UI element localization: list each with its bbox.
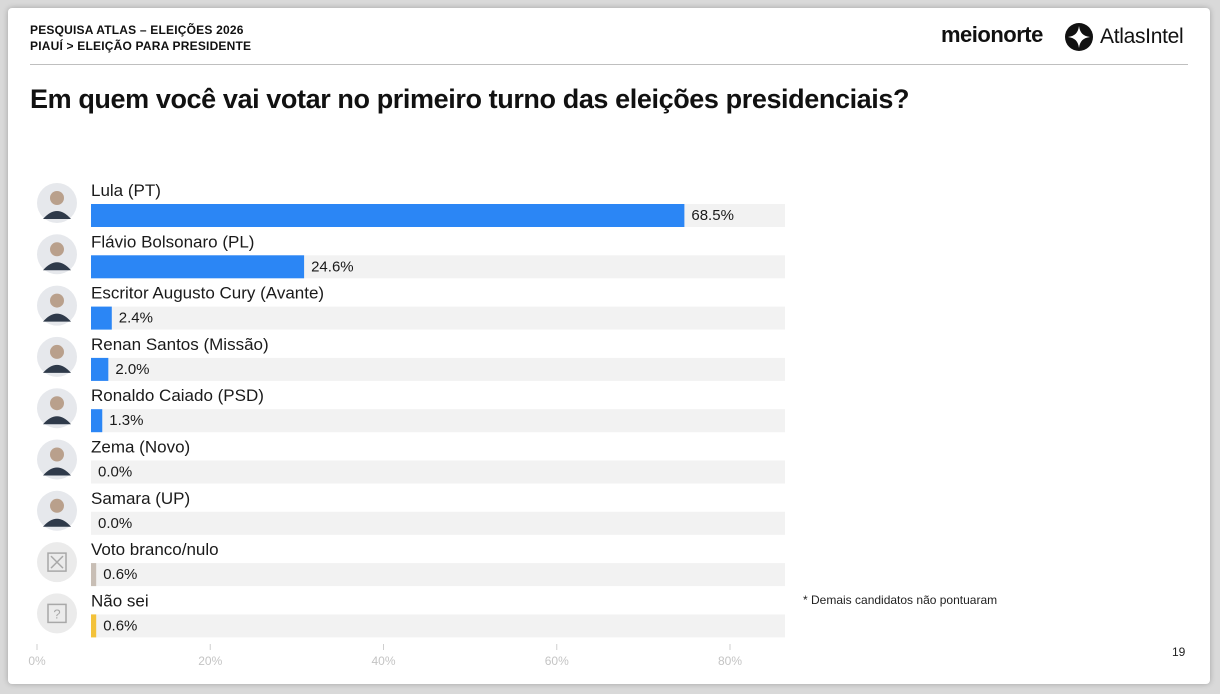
category-label: Escritor Augusto Cury (Avante) xyxy=(91,284,324,303)
x-tick-label: 80% xyxy=(718,654,742,668)
bar-value-label: 0.6% xyxy=(103,566,137,583)
avatar-body-icon xyxy=(43,416,71,425)
survey-scope: PIAUÍ > ELEIÇÃO PARA PRESIDENTE xyxy=(30,39,252,53)
bar xyxy=(91,306,112,330)
x-tick-label: 60% xyxy=(545,654,569,668)
bar-value-label: 0.6% xyxy=(103,617,137,634)
x-tick-label: 20% xyxy=(198,654,222,668)
bar-track xyxy=(91,460,785,484)
bar xyxy=(91,409,103,433)
category-label: Zema (Novo) xyxy=(91,438,190,457)
avatar-body-icon xyxy=(43,364,71,373)
bar-track xyxy=(91,306,785,330)
avatar-head-icon xyxy=(50,293,64,308)
bar-track xyxy=(91,563,785,587)
avatar-head-icon xyxy=(50,396,64,411)
bar-track xyxy=(91,511,785,535)
bar-value-label: 68.5% xyxy=(691,207,734,224)
atlasintel-mark-icon xyxy=(1065,23,1093,51)
bar-value-label: 1.3% xyxy=(109,412,143,429)
question-avatar xyxy=(37,593,77,634)
bar-track xyxy=(91,357,785,381)
category-label: Ronaldo Caiado (PSD) xyxy=(91,386,264,405)
avatar-head-icon xyxy=(50,191,64,205)
x-tick-label: 40% xyxy=(371,654,395,668)
category-label: Voto branco/nulo xyxy=(91,540,219,559)
bar-track xyxy=(91,409,785,433)
meionorte-logo: meionorte xyxy=(941,22,1043,47)
category-label: Flávio Bolsonaro (PL) xyxy=(91,232,254,251)
atlasintel-wordmark: AtlasIntel xyxy=(1100,25,1184,48)
page-number: 19 xyxy=(1172,645,1186,659)
avatar-body-icon xyxy=(43,211,71,219)
bar xyxy=(91,563,97,587)
avatar-body-icon xyxy=(43,467,71,476)
category-label: Samara (UP) xyxy=(91,489,190,508)
atlasintel-logo: AtlasIntel xyxy=(1064,21,1184,53)
avatar-body-icon xyxy=(43,313,71,322)
avatar-head-icon xyxy=(50,344,64,359)
bar xyxy=(91,204,685,227)
avatar-head-icon xyxy=(50,498,64,513)
x-mark-icon xyxy=(50,555,64,569)
bar-value-label: 2.0% xyxy=(115,361,149,378)
bar xyxy=(91,255,305,279)
bar-value-label: 0.0% xyxy=(98,464,132,481)
bar-value-label: 0.0% xyxy=(98,515,132,532)
category-label: Renan Santos (Missão) xyxy=(91,335,269,354)
bar-value-label: 2.4% xyxy=(119,310,153,327)
avatar-head-icon xyxy=(50,447,64,462)
ballot-box-icon xyxy=(47,552,67,572)
x-tick-label: 0% xyxy=(28,654,46,668)
footnote: * Demais candidatos não pontuaram xyxy=(803,593,998,607)
bar-value-label: 24.6% xyxy=(311,258,354,275)
header-divider xyxy=(30,64,1188,65)
category-label: Não sei xyxy=(91,591,149,610)
bar-track xyxy=(91,614,785,638)
bar xyxy=(91,357,109,381)
avatar-head-icon xyxy=(50,242,64,257)
avatar-body-icon xyxy=(43,262,71,271)
question-box-icon xyxy=(47,603,67,624)
question-title: Em quem você vai votar no primeiro turno… xyxy=(30,84,910,114)
survey-title: PESQUISA ATLAS – ELEIÇÕES 2026 xyxy=(30,23,244,37)
question-mark-icon: ? xyxy=(53,606,60,621)
avatar-body-icon xyxy=(43,518,71,527)
bar xyxy=(91,614,97,638)
slide: PESQUISA ATLAS – ELEIÇÕES 2026 PIAUÍ > E… xyxy=(8,8,1210,684)
bar-chart: 0% 20% 40% 60% 80% Lula (PT) 68.5% Flávio Bolso… xyxy=(28,181,785,668)
category-label: Lula (PT) xyxy=(91,181,161,200)
